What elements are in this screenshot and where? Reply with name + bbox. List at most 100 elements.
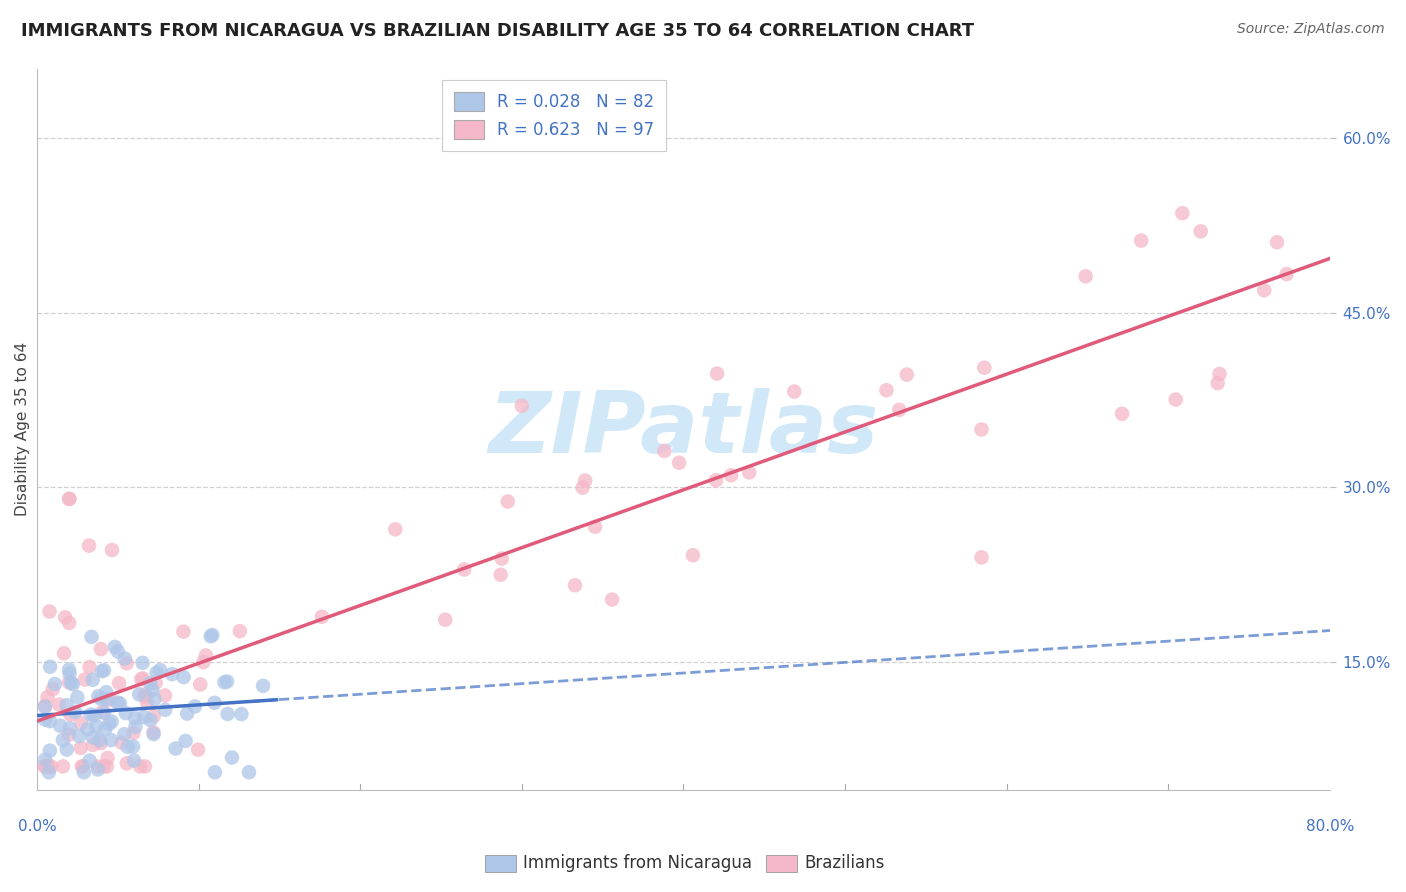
Point <box>107 644 129 658</box>
Point <box>37 759 59 773</box>
Point <box>706 367 728 381</box>
Point <box>58 491 80 506</box>
Point <box>108 697 131 711</box>
Point <box>252 679 274 693</box>
Point <box>58 615 80 630</box>
Point <box>682 548 704 562</box>
Text: 0.0%: 0.0% <box>17 819 56 834</box>
Point <box>80 707 103 722</box>
Point <box>70 715 93 730</box>
Point <box>136 695 159 709</box>
Point <box>654 444 676 458</box>
Point <box>122 726 145 740</box>
Point <box>89 733 111 747</box>
Point <box>87 763 110 777</box>
Point <box>49 719 72 733</box>
Point <box>59 707 82 722</box>
Point <box>188 677 211 691</box>
Point <box>1265 235 1288 250</box>
Point <box>229 624 252 639</box>
Point <box>221 750 243 764</box>
Point <box>600 592 623 607</box>
Point <box>217 706 239 721</box>
Point <box>132 672 155 686</box>
Point <box>973 360 995 375</box>
Point <box>115 657 138 671</box>
Point <box>34 759 56 773</box>
Point <box>1208 367 1230 381</box>
Point <box>72 759 94 773</box>
Point <box>889 402 911 417</box>
Point <box>91 664 114 678</box>
Point <box>59 722 82 736</box>
Point <box>173 670 195 684</box>
Text: IMMIGRANTS FROM NICARAGUA VS BRAZILIAN DISABILITY AGE 35 TO 64 CORRELATION CHART: IMMIGRANTS FROM NICARAGUA VS BRAZILIAN D… <box>21 22 974 40</box>
Point <box>583 520 606 534</box>
Point <box>571 481 593 495</box>
Legend: R = 0.028   N = 82, R = 0.623   N = 97: R = 0.028 N = 82, R = 0.623 N = 97 <box>443 80 666 151</box>
Point <box>174 734 197 748</box>
Point <box>128 687 150 701</box>
Point <box>311 610 333 624</box>
Point <box>115 756 138 771</box>
Point <box>39 659 62 673</box>
Point <box>204 765 226 780</box>
Point <box>194 648 217 663</box>
Point <box>37 690 59 705</box>
Point <box>90 642 112 657</box>
Point <box>184 699 207 714</box>
Point <box>35 759 58 773</box>
Point <box>101 543 124 558</box>
Point <box>1171 206 1194 220</box>
Point <box>87 690 110 704</box>
Text: Brazilians: Brazilians <box>804 855 884 872</box>
Point <box>70 759 93 773</box>
Point <box>79 660 101 674</box>
Point <box>34 753 56 767</box>
Point <box>153 689 176 703</box>
Point <box>783 384 806 399</box>
Point <box>79 754 101 768</box>
Point <box>38 605 60 619</box>
Point <box>124 720 146 734</box>
Point <box>62 677 84 691</box>
Point <box>100 733 122 747</box>
Y-axis label: Disability Age 35 to 64: Disability Age 35 to 64 <box>15 342 30 516</box>
Point <box>93 759 115 773</box>
Point <box>124 711 146 725</box>
Point <box>83 708 105 723</box>
Point <box>142 725 165 739</box>
Point <box>73 765 96 780</box>
Point <box>58 666 80 681</box>
Point <box>434 613 457 627</box>
Point <box>38 744 60 758</box>
Point <box>122 754 145 768</box>
Point <box>117 739 139 754</box>
Point <box>720 468 742 483</box>
Point <box>193 655 215 669</box>
Point <box>58 728 80 742</box>
Point <box>142 727 165 741</box>
Text: 80.0%: 80.0% <box>1306 819 1354 834</box>
Point <box>134 687 156 701</box>
Text: Immigrants from Nicaragua: Immigrants from Nicaragua <box>523 855 752 872</box>
Point <box>1164 392 1187 407</box>
Point <box>107 696 129 710</box>
Point <box>564 578 586 592</box>
Point <box>187 742 209 756</box>
Point <box>93 706 115 720</box>
Point <box>94 722 117 736</box>
Point <box>34 713 56 727</box>
Point <box>34 698 56 713</box>
Point <box>80 630 103 644</box>
Point <box>143 692 166 706</box>
Point <box>155 703 177 717</box>
Point <box>574 474 596 488</box>
Point <box>94 685 117 699</box>
Point <box>90 736 112 750</box>
Point <box>38 765 60 780</box>
Point <box>76 722 98 736</box>
Point <box>93 663 115 677</box>
Point <box>129 672 152 686</box>
Point <box>35 759 58 773</box>
